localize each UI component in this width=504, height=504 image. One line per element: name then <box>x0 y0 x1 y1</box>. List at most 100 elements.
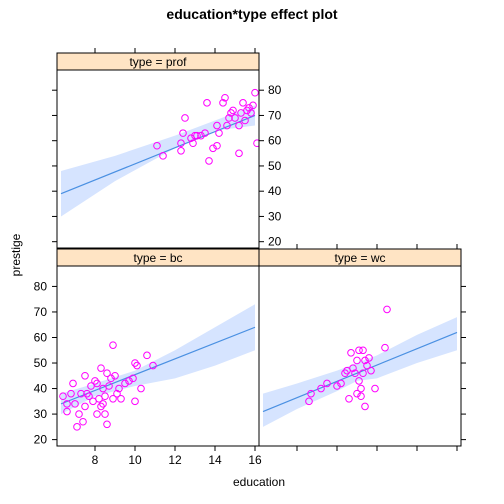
data-point <box>205 157 213 165</box>
data-point <box>91 377 99 385</box>
data-point <box>79 417 87 426</box>
data-point <box>63 407 71 416</box>
data-point <box>357 384 365 393</box>
x-axis-label: education <box>233 475 285 489</box>
data-point <box>341 369 349 378</box>
data-point <box>235 121 243 130</box>
panel-bc: type = bc <box>56 248 260 447</box>
panel-plot-area <box>59 304 256 431</box>
y-tick-label: 70 <box>268 108 282 122</box>
data-point <box>111 371 119 380</box>
data-point <box>355 377 363 385</box>
data-point <box>307 389 315 398</box>
panel-wc: type = wc <box>258 248 462 447</box>
data-point <box>85 392 93 401</box>
data-point <box>367 366 375 375</box>
data-point <box>381 343 389 352</box>
data-point <box>121 379 129 388</box>
y-axis-label: prestige <box>9 233 23 276</box>
y-tick-label: 70 <box>34 305 48 319</box>
panel-strip-label: type = bc <box>133 251 182 265</box>
data-point <box>131 397 139 406</box>
data-point <box>177 146 185 155</box>
data-point <box>225 114 233 122</box>
data-point <box>137 384 145 393</box>
y-tick-label: 60 <box>34 330 48 344</box>
fit-line <box>60 114 256 195</box>
data-point <box>149 361 157 370</box>
panel-strip <box>56 52 260 71</box>
data-point <box>97 364 105 372</box>
data-point <box>101 392 109 401</box>
data-point <box>363 361 371 370</box>
data-point <box>99 400 107 408</box>
data-point <box>203 99 211 107</box>
x-tick-label: 14 <box>208 453 222 467</box>
data-point <box>81 371 89 380</box>
y-tick-label: 80 <box>268 83 282 97</box>
data-point <box>189 139 197 148</box>
data-point <box>77 389 85 398</box>
data-point <box>361 356 369 365</box>
data-point <box>131 359 139 367</box>
data-point <box>143 351 151 360</box>
data-point <box>101 410 109 418</box>
data-point <box>197 131 205 140</box>
data-point <box>103 420 111 429</box>
data-point <box>221 93 229 102</box>
y-tick-label: 50 <box>268 159 282 173</box>
data-point <box>75 410 83 418</box>
data-point <box>93 410 101 418</box>
data-point <box>243 106 251 115</box>
panel-plot-area <box>262 305 458 427</box>
data-point <box>247 109 255 117</box>
data-point <box>179 129 187 137</box>
panel-strip-label: type = prof <box>129 55 187 69</box>
data-point <box>223 121 231 130</box>
data-point <box>355 346 363 355</box>
x-tick-label: 16 <box>248 453 262 467</box>
data-point <box>73 423 81 431</box>
data-point <box>213 141 221 150</box>
y-tick-label: 20 <box>34 433 48 447</box>
axes-layer: 8 10 12 14 16 20 30 40 50 60 70 80 20 30 40 50 60 70 80 <box>34 48 466 467</box>
data-point <box>181 114 189 122</box>
data-point <box>323 379 331 388</box>
data-point <box>71 400 79 408</box>
y-tick-label: 20 <box>268 235 282 249</box>
data-point <box>213 121 221 130</box>
data-point <box>113 389 121 398</box>
data-point <box>69 379 77 388</box>
data-point <box>129 374 137 383</box>
data-point <box>383 305 391 314</box>
data-point <box>229 106 237 115</box>
data-point <box>67 389 75 398</box>
panel-strip-label: type = wc <box>334 251 385 265</box>
data-point <box>359 346 367 355</box>
data-point <box>361 402 369 411</box>
y-tick-label: 50 <box>34 356 48 370</box>
data-point <box>153 141 161 150</box>
panel-frame <box>56 69 260 249</box>
data-point <box>249 101 257 110</box>
data-point <box>227 109 235 117</box>
x-tick-label: 12 <box>168 453 182 467</box>
data-point <box>159 152 167 160</box>
data-point <box>349 364 357 372</box>
data-point <box>353 389 361 398</box>
confidence-band <box>61 304 255 415</box>
data-point <box>201 129 209 137</box>
data-point <box>317 384 325 393</box>
data-point <box>81 402 89 411</box>
y-tick-label: 60 <box>268 134 282 148</box>
data-point <box>231 114 239 122</box>
data-point <box>305 397 313 406</box>
data-point <box>347 349 355 357</box>
x-tick-label: 10 <box>128 453 142 467</box>
data-point <box>59 392 67 401</box>
data-point <box>177 139 185 148</box>
data-point <box>63 400 71 408</box>
data-point <box>345 394 353 403</box>
data-point <box>245 104 253 112</box>
